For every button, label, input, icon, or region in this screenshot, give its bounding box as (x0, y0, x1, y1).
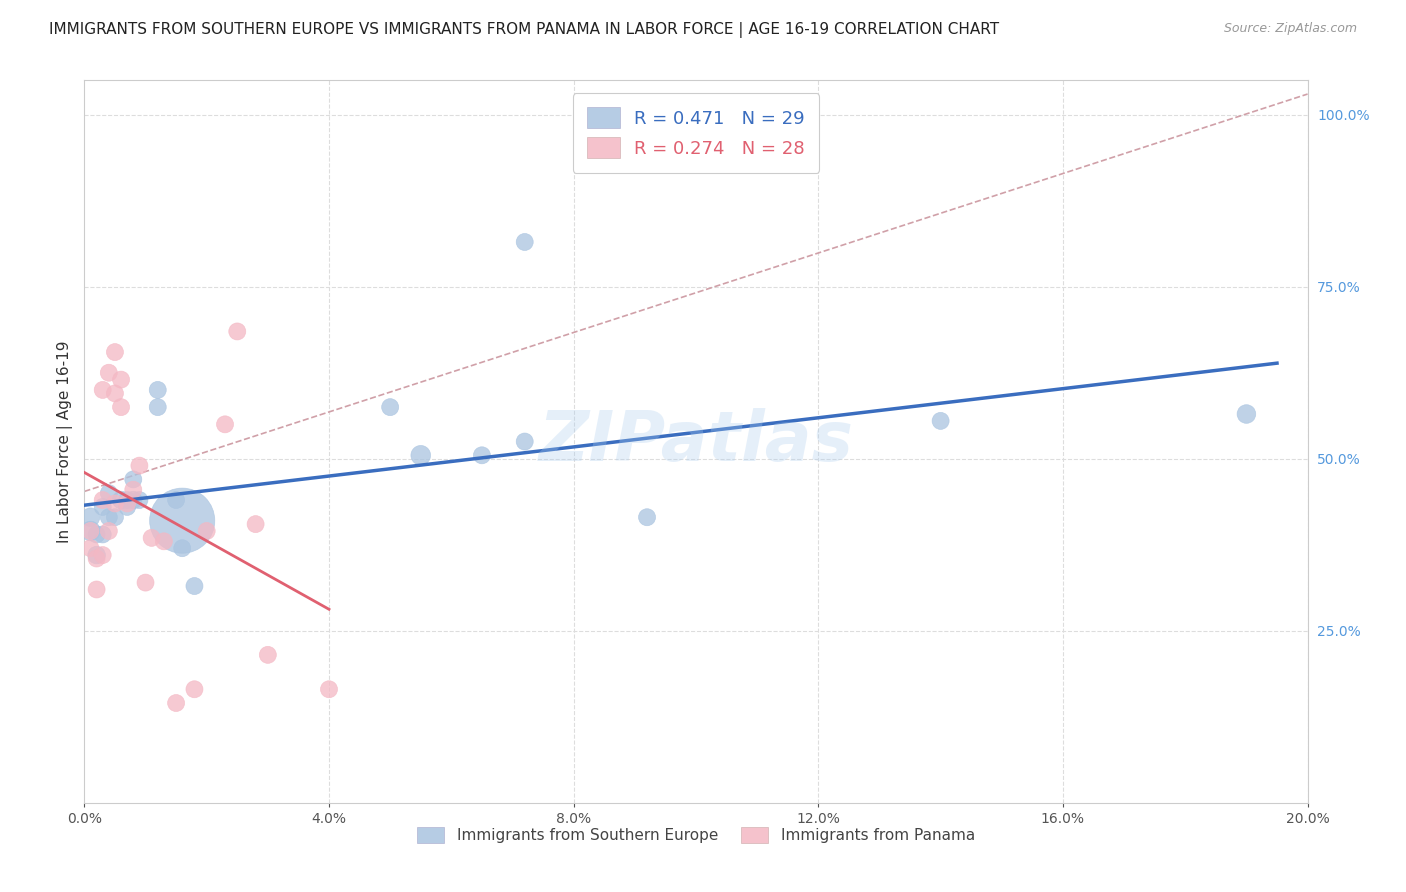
Point (135, 575, 157, 590)
Point (91, 500, 114, 514)
Point (110, 373, 132, 387)
Point (165, 493, 187, 508)
Point (104, 496, 127, 510)
Point (86, 582, 108, 597)
Point (91, 383, 114, 397)
Point (79, 524, 101, 538)
Point (128, 458, 150, 473)
Point (214, 417, 236, 432)
Point (97, 486, 120, 500)
Point (146, 400, 169, 414)
Point (183, 579, 205, 593)
Point (409, 448, 432, 462)
Point (122, 483, 145, 497)
Point (91, 493, 114, 508)
Y-axis label: In Labor Force | Age 16-19: In Labor Force | Age 16-19 (58, 340, 73, 543)
Point (245, 517, 267, 532)
Point (226, 325, 249, 339)
Point (128, 493, 150, 508)
Point (165, 696, 187, 710)
Point (153, 534, 176, 549)
Point (86, 548, 108, 562)
Point (110, 493, 132, 508)
Point (1236, 407, 1258, 421)
Point (110, 400, 132, 414)
Text: Source: ZipAtlas.com: Source: ZipAtlas.com (1223, 22, 1357, 36)
Point (79, 524, 101, 538)
Point (86, 527, 108, 541)
Point (471, 448, 494, 462)
Point (104, 510, 127, 524)
Point (104, 345, 127, 359)
Point (929, 414, 952, 428)
Text: IMMIGRANTS FROM SOUTHERN EUROPE VS IMMIGRANTS FROM PANAMA IN LABOR FORCE | AGE 1: IMMIGRANTS FROM SOUTHERN EUROPE VS IMMIG… (49, 22, 1000, 38)
Point (122, 472, 145, 486)
Point (79, 510, 101, 524)
Point (183, 682, 205, 697)
Point (513, 434, 536, 449)
Point (318, 682, 340, 697)
Point (91, 527, 114, 541)
Point (104, 386, 127, 401)
Point (115, 496, 138, 510)
Legend: Immigrants from Southern Europe, Immigrants from Panama: Immigrants from Southern Europe, Immigra… (411, 822, 981, 849)
Point (115, 493, 138, 508)
Point (79, 541, 101, 556)
Point (91, 548, 114, 562)
Point (97, 524, 120, 538)
Point (97, 510, 120, 524)
Point (172, 514, 194, 528)
Point (122, 493, 145, 508)
Point (97, 366, 120, 380)
Point (513, 235, 536, 249)
Point (141, 531, 163, 545)
Point (172, 541, 194, 556)
Text: ZIPatlas: ZIPatlas (538, 408, 853, 475)
Point (195, 524, 218, 538)
Point (86, 551, 108, 566)
Point (146, 383, 169, 397)
Point (636, 510, 658, 524)
Point (380, 400, 402, 414)
Point (115, 500, 138, 514)
Point (257, 648, 280, 662)
